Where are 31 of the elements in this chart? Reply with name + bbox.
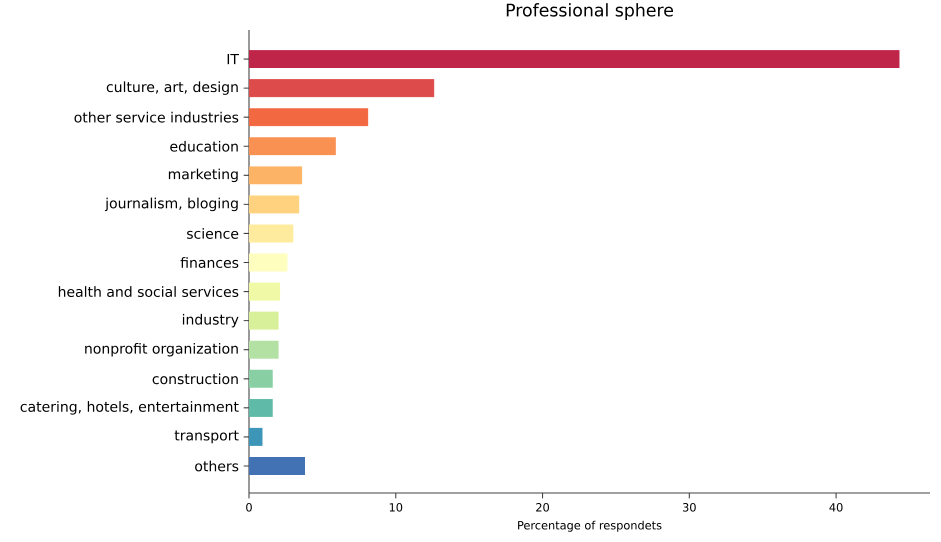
y-tick-label: other service industries (74, 112, 238, 123)
x-axis-title: Percentage of respondets (518, 520, 662, 532)
x-tick-label: 0 (246, 503, 252, 512)
y-tick-label: industry (182, 314, 239, 328)
x-tick-label: 10 (390, 503, 402, 512)
y-tick-label: culture, art, design (106, 81, 238, 95)
bar (249, 254, 288, 272)
bar (249, 79, 434, 98)
x-tick-label: 40 (829, 503, 843, 512)
x-tick-label: 30 (682, 503, 696, 512)
y-tick-label: education (170, 140, 238, 152)
y-tick-label: catering, hotels, entertainment (20, 401, 239, 415)
bar (249, 398, 273, 417)
bar (249, 166, 302, 184)
y-tick-label: transport (174, 430, 239, 444)
bar (249, 282, 280, 301)
bar (249, 195, 300, 214)
bar (249, 456, 306, 475)
y-tick-label: journalism, bloging (104, 198, 238, 212)
y-tick-label: finances (180, 257, 238, 268)
y-tick-label: construction (152, 373, 238, 384)
y-tick-label: marketing (168, 168, 238, 182)
y-tick-label: health and social services (58, 286, 238, 297)
y-tick-label: nonprofit organization (85, 342, 238, 356)
bar (249, 137, 336, 156)
bar (249, 370, 273, 388)
y-tick-label: science (187, 228, 238, 239)
x-tick-label: 20 (536, 503, 549, 512)
y-tick-label: IT (228, 54, 239, 64)
y-tick-label: others (195, 460, 238, 472)
chart-title: Professional sphere (506, 3, 673, 20)
